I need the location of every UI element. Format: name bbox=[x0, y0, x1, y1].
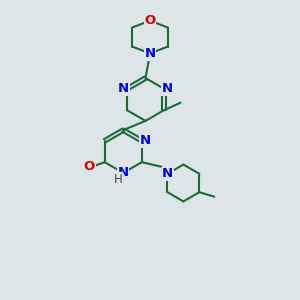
Text: O: O bbox=[84, 160, 95, 173]
Text: H: H bbox=[113, 173, 122, 186]
Text: N: N bbox=[162, 167, 173, 180]
Text: O: O bbox=[144, 14, 156, 27]
Text: N: N bbox=[144, 47, 156, 60]
Text: N: N bbox=[118, 82, 129, 95]
Text: N: N bbox=[140, 134, 151, 147]
Text: N: N bbox=[162, 82, 173, 95]
Text: N: N bbox=[118, 167, 129, 179]
